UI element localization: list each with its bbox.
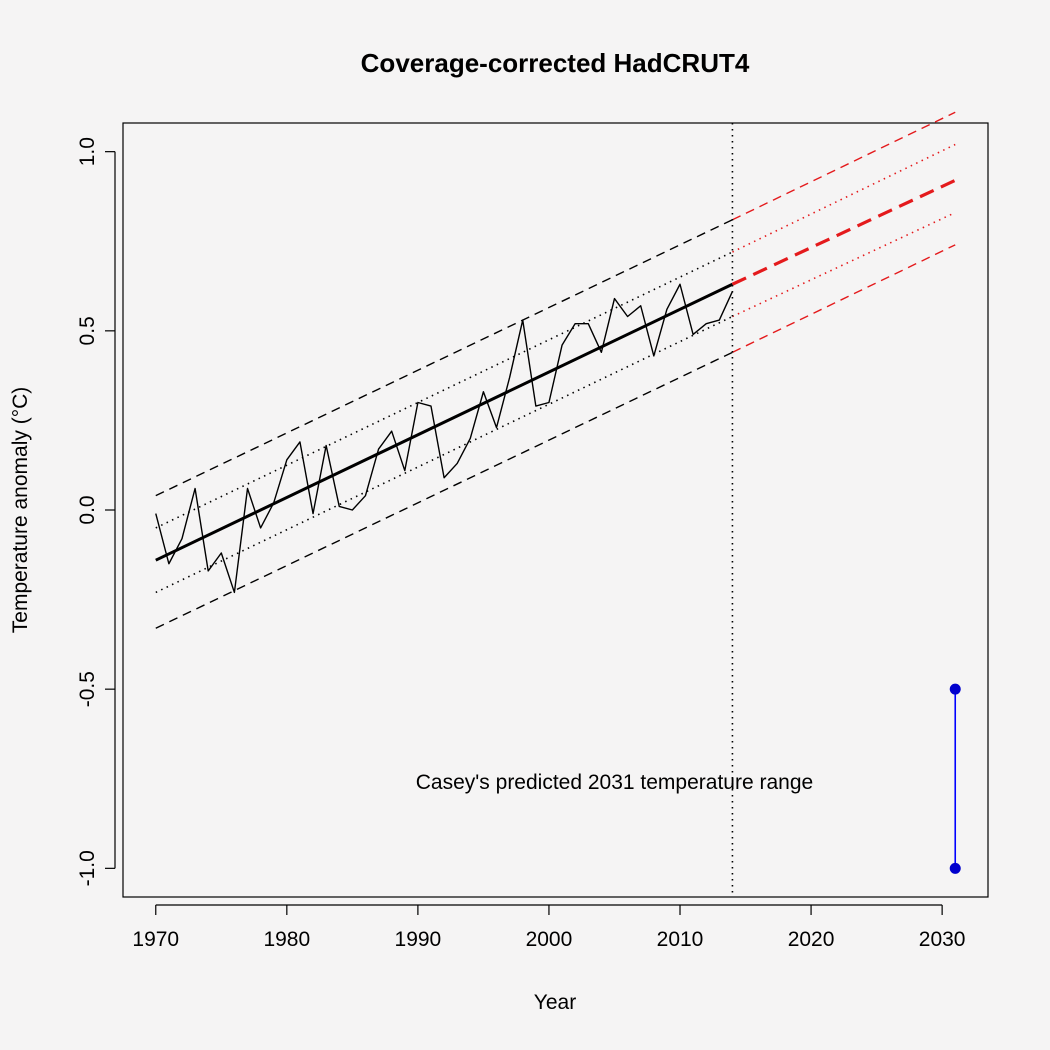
x-tick-label-2030: 2030 bbox=[919, 928, 966, 951]
plot-frame bbox=[122, 122, 989, 898]
x-tick-label-1990: 1990 bbox=[395, 928, 442, 951]
series-trend-2-sigma-band-lower bbox=[155, 351, 733, 629]
series-forecast-2-sigma-upper bbox=[732, 111, 956, 221]
prediction-point-low bbox=[949, 862, 961, 874]
series-linear-trend bbox=[155, 282, 734, 562]
y-axis-label: Temperature anomaly (°C) bbox=[9, 387, 32, 633]
x-axis-ticks: 1970 1980 1990 2000 2010 2020 2030 bbox=[132, 904, 966, 951]
y-tick-label-4: 1.0 bbox=[76, 137, 99, 166]
prediction-point-high bbox=[949, 683, 961, 695]
x-tick-label-2020: 2020 bbox=[788, 928, 835, 951]
y-tick-label-1: -0.5 bbox=[76, 671, 99, 707]
y-tick-label-0: -1.0 bbox=[76, 850, 99, 886]
x-tick-label-2010: 2010 bbox=[657, 928, 704, 951]
x-tick-label-1980: 1980 bbox=[263, 928, 310, 951]
series-trend-2-sigma-band-upper bbox=[155, 219, 733, 497]
marks-layer bbox=[731, 123, 961, 897]
series-forecast-2-sigma-lower bbox=[732, 244, 956, 353]
series-observed-annual-anomaly bbox=[155, 283, 734, 594]
x-tick-label-1970: 1970 bbox=[132, 928, 179, 951]
y-axis-ticks: -1.0 -0.5 0.0 0.5 1.0 bbox=[76, 137, 116, 886]
chart-title: Coverage-corrected HadCRUT4 bbox=[361, 48, 750, 78]
x-tick-label-2000: 2000 bbox=[526, 928, 573, 951]
series-forecast-trend bbox=[731, 178, 956, 286]
x-axis-label: Year bbox=[534, 991, 576, 1014]
y-tick-label-3: 0.5 bbox=[76, 316, 99, 345]
annotation-casey-prediction: Casey's predicted 2031 temperature range bbox=[416, 771, 813, 794]
y-tick-label-2: 0.0 bbox=[76, 495, 99, 524]
series-layer bbox=[155, 111, 956, 629]
series-forecast-1-sigma-lower bbox=[732, 211, 956, 318]
